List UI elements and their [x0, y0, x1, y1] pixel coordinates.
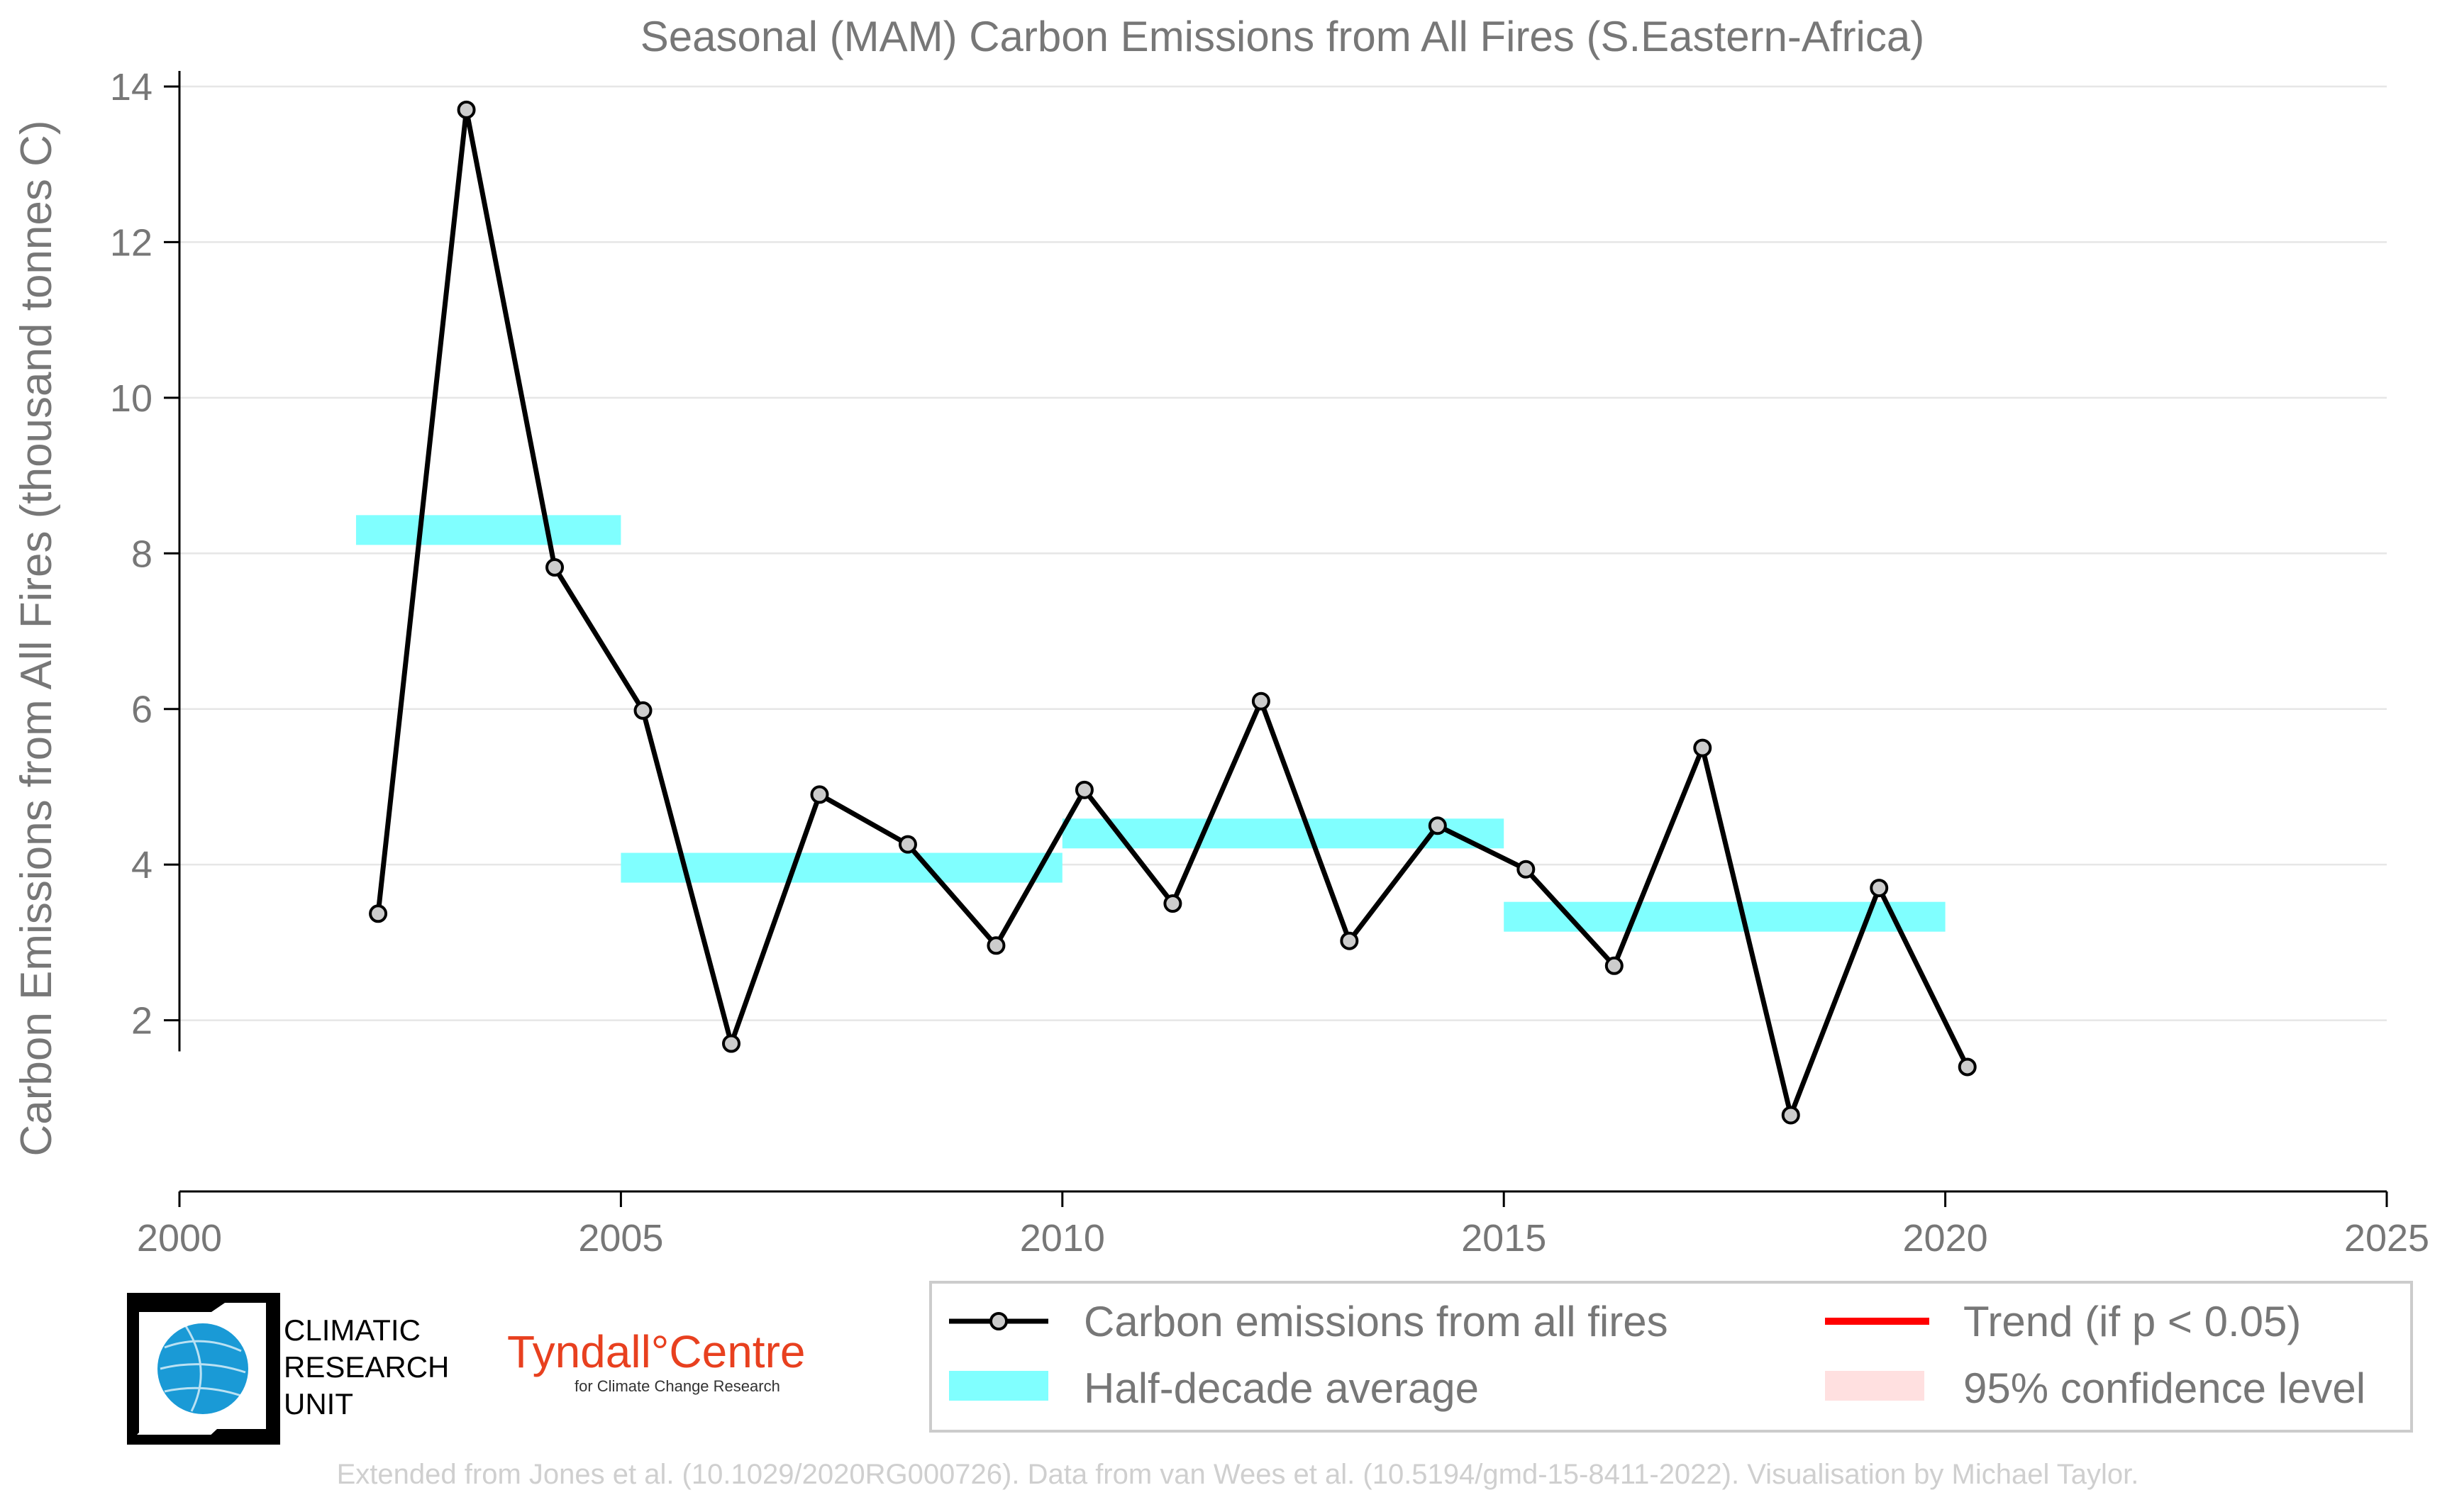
data-point — [1781, 1106, 1800, 1125]
y-axis-label: Carbon Emissions from All Fires (thousan… — [12, 120, 61, 1156]
legend-label-trend: Trend (if p < 0.05) — [1963, 1298, 2301, 1345]
data-point — [633, 701, 653, 720]
legend-marker-emissions — [989, 1312, 1008, 1330]
data-point — [1075, 780, 1094, 799]
data-point — [369, 904, 388, 923]
x-tick-label-2000: 2000 — [137, 1217, 222, 1260]
cru-line-2: RESEARCH — [284, 1350, 449, 1384]
emissions-series — [369, 100, 1977, 1125]
y-tick-label-12: 12 — [110, 221, 152, 264]
cru-logo-bracket-right — [206, 1294, 273, 1440]
y-tick-label-14: 14 — [110, 66, 152, 109]
data-point — [1693, 738, 1712, 757]
data-point — [1516, 860, 1536, 879]
legend-band-confidence — [1825, 1371, 1924, 1401]
average-band-0 — [355, 515, 621, 545]
cru-line-1: CLIMATIC — [284, 1313, 421, 1347]
data-point — [987, 936, 1006, 955]
legend-frame — [929, 1281, 2413, 1433]
tyndall-logo: Tyndall°Centre for Climate Change Resear… — [507, 1326, 805, 1395]
data-point — [1340, 931, 1359, 950]
average-band-1 — [621, 852, 1063, 883]
legend-label-confidence: 95% confidence level — [1963, 1364, 2365, 1412]
legend-label-emissions: Carbon emissions from all fires — [1084, 1298, 1668, 1345]
data-point — [1251, 691, 1270, 711]
data-point — [1428, 816, 1447, 835]
legend: Carbon emissions from all fires Half-dec… — [929, 1281, 2413, 1433]
y-tick-label-2: 2 — [131, 1000, 152, 1043]
grid-lines — [179, 85, 2387, 1021]
cru-line-3: UNIT — [284, 1387, 353, 1421]
legend-band-average — [949, 1371, 1048, 1401]
data-point — [457, 100, 476, 119]
x-tick-label-2020: 2020 — [1903, 1217, 1988, 1260]
tyndall-title: Tyndall°Centre — [507, 1326, 805, 1377]
footer-credit: Extended from Jones et al. (10.1029/2020… — [337, 1459, 2139, 1490]
tick-labels: 2 4 6 8 10 12 14 2000 2005 2010 2015 2020 2025 — [110, 66, 2429, 1260]
legend-label-average: Half-decade average — [1084, 1364, 1479, 1412]
x-tick-label-2010: 2010 — [1020, 1217, 1105, 1260]
tyndall-subtitle: for Climate Change Research — [575, 1377, 780, 1395]
data-point — [1604, 956, 1624, 975]
y-tick-label-4: 4 — [131, 844, 152, 886]
cru-logo: CLIMATIC RESEARCH UNIT — [127, 1293, 449, 1445]
y-tick-label-8: 8 — [131, 533, 152, 575]
data-point — [1958, 1057, 1977, 1077]
half-decade-average-bands — [355, 515, 1946, 932]
x-tick-label-2005: 2005 — [578, 1217, 663, 1260]
data-point — [1163, 894, 1182, 913]
x-tick-label-2015: 2015 — [1461, 1217, 1546, 1260]
data-point — [722, 1034, 740, 1053]
chart-title: Seasonal (MAM) Carbon Emissions from All… — [640, 13, 1925, 60]
data-point — [898, 835, 917, 854]
y-tick-label-10: 10 — [110, 377, 152, 420]
data-point — [1870, 879, 1889, 898]
axes — [164, 71, 2388, 1207]
data-point — [810, 785, 829, 804]
x-tick-label-2025: 2025 — [2344, 1217, 2429, 1260]
globe-lines-icon — [160, 1325, 246, 1412]
y-tick-label-6: 6 — [131, 689, 152, 731]
cru-logo-frame — [127, 1293, 280, 1445]
emissions-line — [375, 107, 1970, 1118]
data-point — [545, 558, 565, 577]
